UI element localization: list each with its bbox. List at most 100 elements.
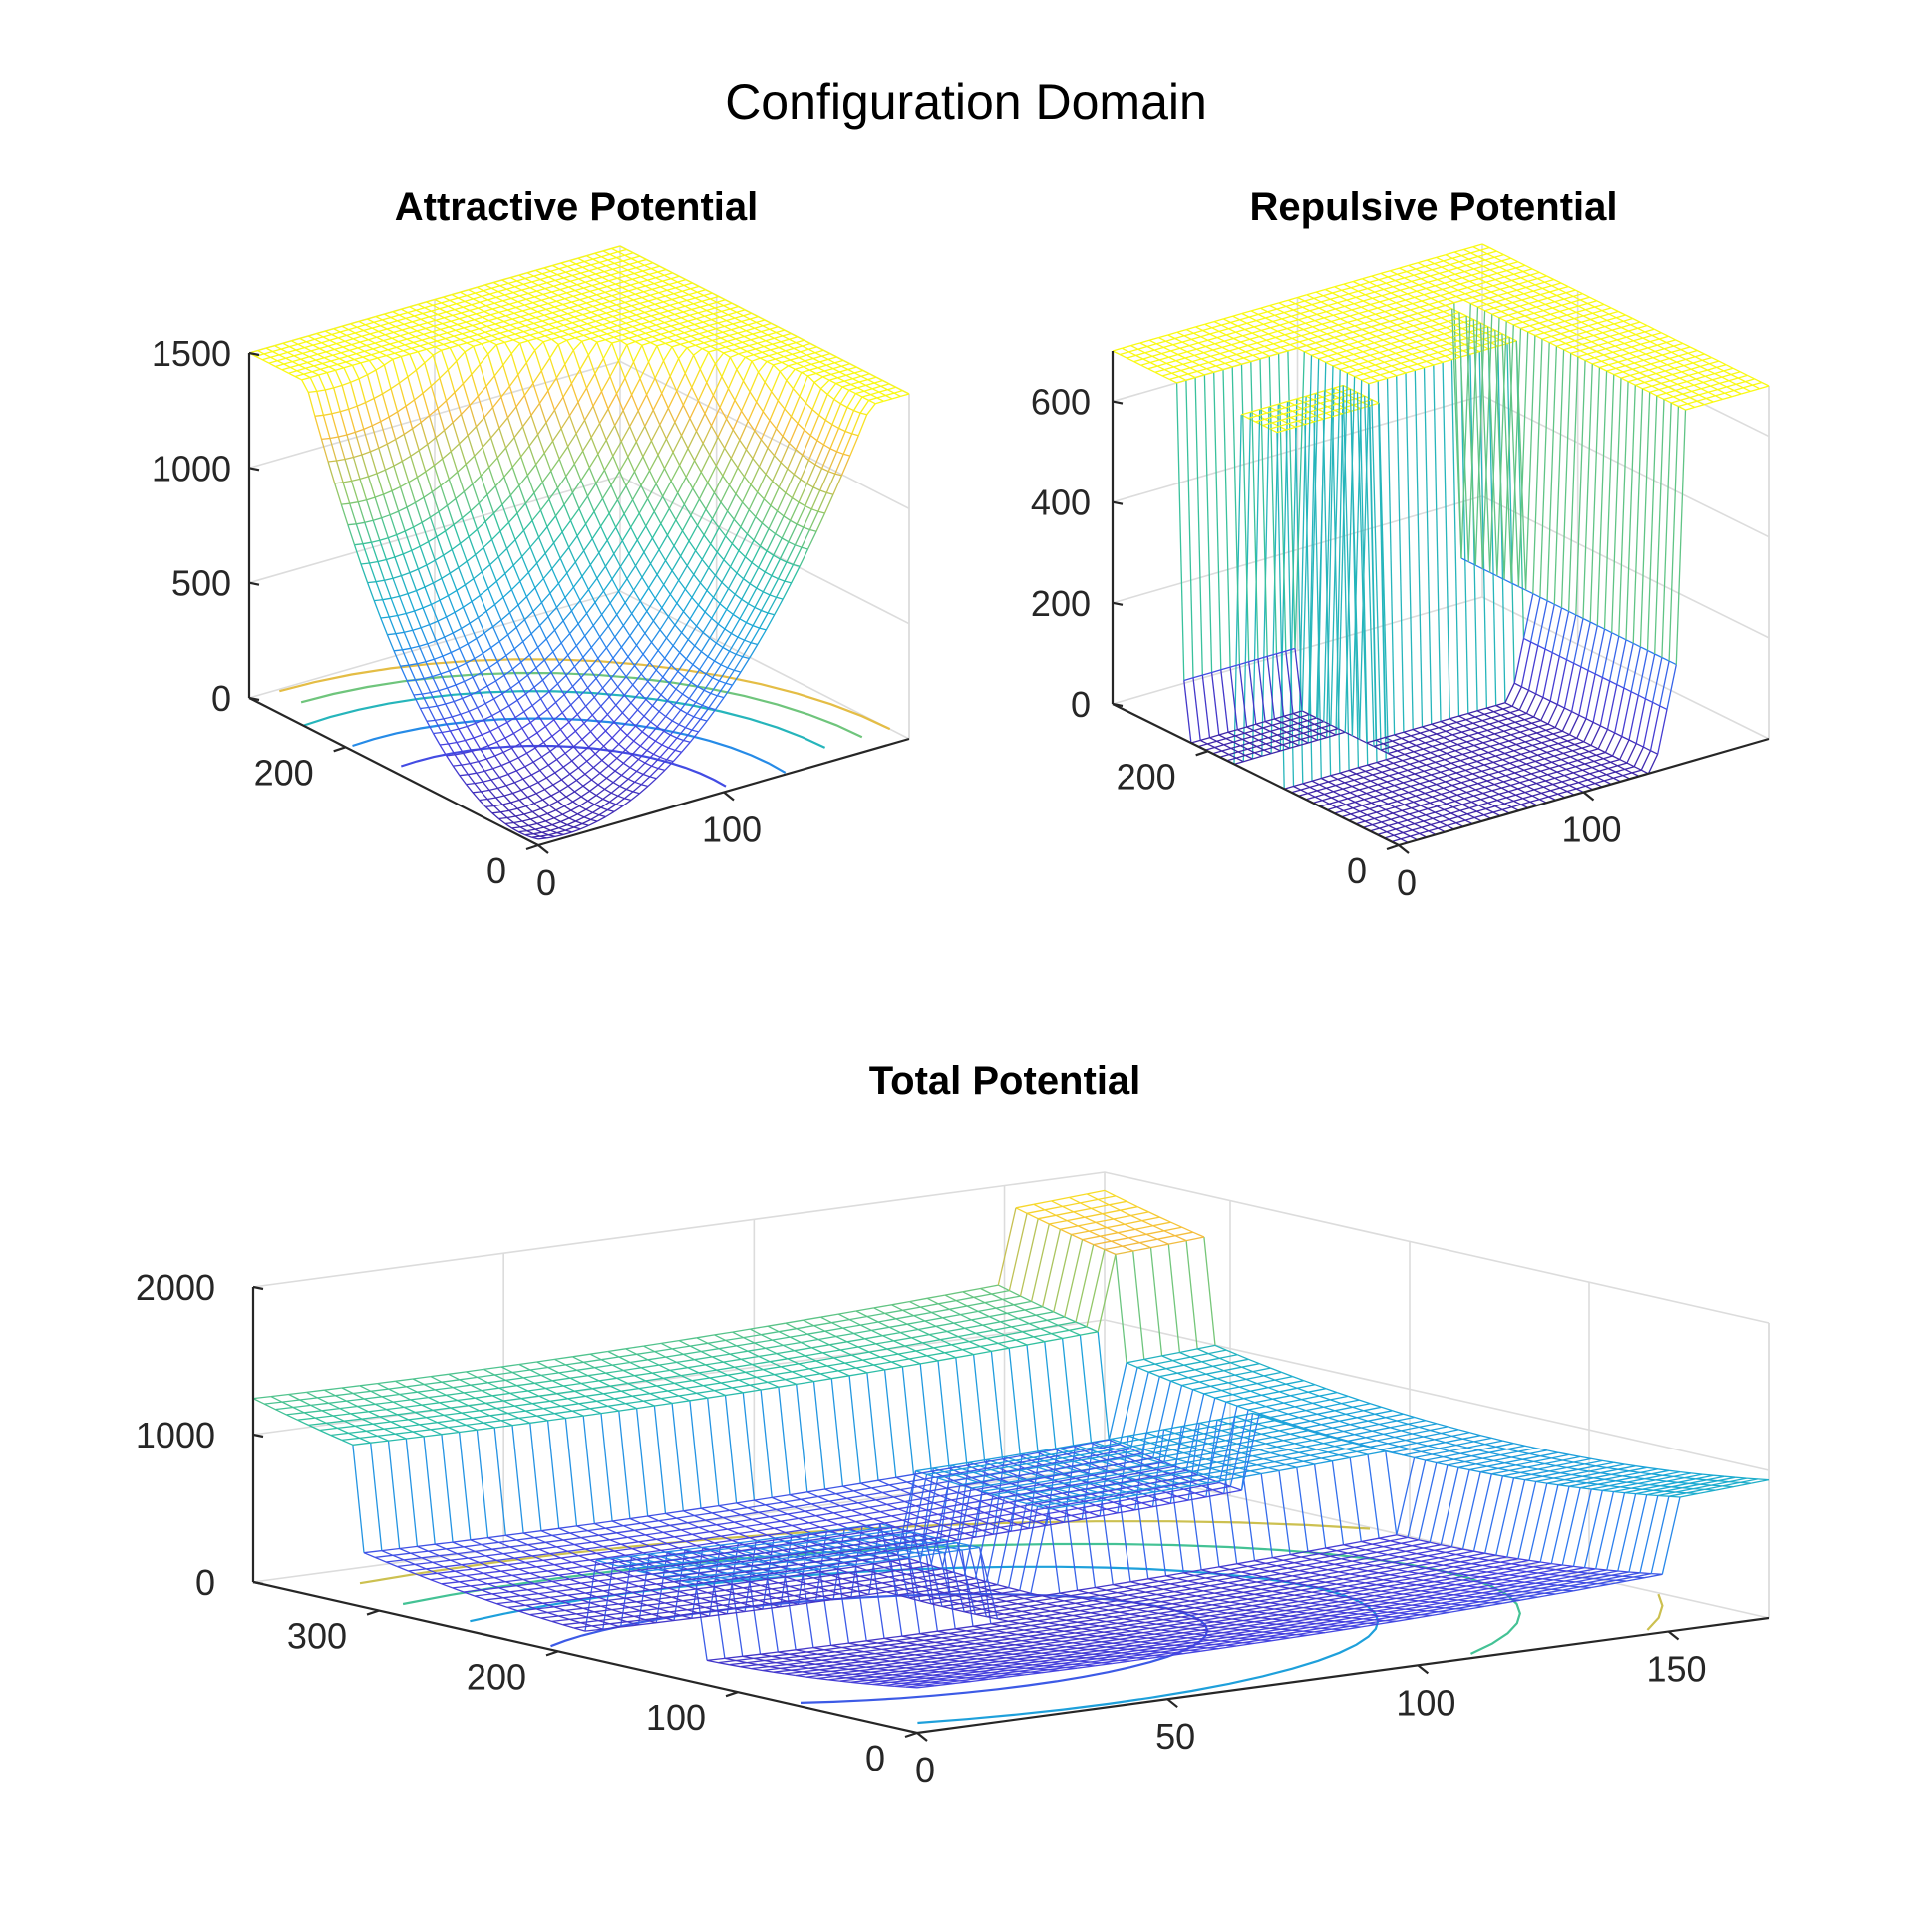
surface-mesh-line [343,367,352,383]
surface-mesh-line [466,782,476,786]
surface-mesh-line [617,686,625,696]
surface-mesh-line [593,279,601,284]
surface-mesh-line [1386,831,1395,836]
surface-mesh-line [765,340,773,345]
surface-mesh-line [578,687,589,698]
surface-mesh-line [885,394,893,400]
surface-mesh-line [496,737,506,743]
surface-mesh-line [1309,310,1318,315]
surface-mesh-line [1214,343,1223,348]
surface-mesh-line [1344,305,1353,311]
surface-mesh-line [611,728,621,739]
surface-mesh-line [460,291,468,297]
surface-mesh-line [409,303,419,308]
surface-mesh-line [762,351,770,357]
surface-mesh-line [657,318,665,324]
surface-mesh-line [1447,349,1454,354]
surface-mesh-line [487,344,497,355]
surface-mesh-line [1237,325,1246,331]
surface-mesh-line [1354,376,1362,381]
surface-mesh-line [683,284,691,290]
surface-mesh-line [580,270,590,274]
surface-mesh-line [615,281,625,285]
surface-mesh-line [462,306,471,312]
surface-mesh-line [648,454,659,472]
surface-mesh-line [404,530,413,551]
surface-mesh-line [601,614,609,627]
surface-mesh-line [708,695,718,709]
surface-mesh-line [895,386,903,392]
surface-mesh-line [724,429,734,449]
surface-mesh-line [529,722,538,734]
surface-mesh-line [714,331,723,336]
surface-mesh-line [1371,399,1380,404]
surface-mesh-line [1217,359,1226,364]
surface-mesh-line [516,699,525,713]
surface-mesh-line [1548,745,1557,751]
surface-mesh-line [633,471,642,486]
surface-mesh-line [1344,782,1353,788]
surface-mesh-line [436,636,445,642]
surface-mesh-line [1480,748,1489,754]
surface-mesh-line [805,382,815,404]
surface-mesh-line [873,382,882,387]
surface-mesh-line [329,436,339,440]
surface-mesh-line [699,567,710,584]
surface-mesh-line [376,469,386,475]
surface-mesh-line [665,715,673,722]
surface-mesh-line [1322,295,1331,300]
surface-mesh-line [1315,342,1324,347]
surface-mesh-line [744,639,752,644]
surface-mesh-line [839,368,848,373]
surface-mesh-line [658,534,668,550]
surface-mesh-line [600,327,610,332]
surface-mesh-line [684,676,692,683]
surface-mesh-line [537,777,547,784]
surface-mesh-line [1404,753,1413,759]
surface-mesh-line [672,632,683,647]
surface-mesh-line [548,273,558,278]
surface-mesh-line [717,609,728,625]
surface-mesh-line [334,346,344,351]
surface-mesh-line [1227,731,1236,737]
y-tick-mark [525,843,539,851]
surface-mesh-line [570,600,581,612]
surface-mesh-line [560,428,569,448]
surface-mesh-line [695,550,703,560]
surface-mesh-line [678,302,686,307]
surface-mesh-line [1210,672,1220,736]
surface-mesh-line [669,724,680,736]
surface-mesh-line [297,341,307,345]
surface-mesh-line [712,376,723,396]
surface-mesh-line [721,581,730,590]
surface-mesh-line [591,714,600,724]
surface-mesh-line [628,335,638,339]
surface-mesh-line [762,391,773,412]
surface-mesh-line [1386,781,1395,787]
surface-mesh-line [664,319,674,324]
surface-mesh-line [822,373,832,378]
surface-mesh-line [679,320,689,325]
surface-mesh-line [609,300,617,306]
surface-mesh-line [1320,301,1329,307]
surface-mesh-line [875,376,883,382]
surface-mesh-line [1339,368,1348,374]
surface-mesh-line [1371,348,1380,354]
surface-mesh-line [676,305,686,310]
surface-mesh-line [635,725,643,733]
surface-mesh-line [723,302,733,307]
surface-mesh-line [461,762,471,766]
surface-mesh-line [336,343,344,348]
surface-mesh-line [652,393,663,411]
surface-mesh-line [654,730,665,742]
surface-mesh-line [1416,341,1424,346]
surface-mesh-line [595,318,605,322]
surface-mesh-line [650,440,659,456]
surface-mesh-line [461,309,470,314]
surface-mesh-line [479,748,487,760]
surface-mesh-line [425,658,435,663]
surface-mesh-line [457,472,466,492]
surface-mesh-line [508,809,516,817]
surface-mesh-line [432,304,440,310]
surface-mesh-line [349,382,358,407]
